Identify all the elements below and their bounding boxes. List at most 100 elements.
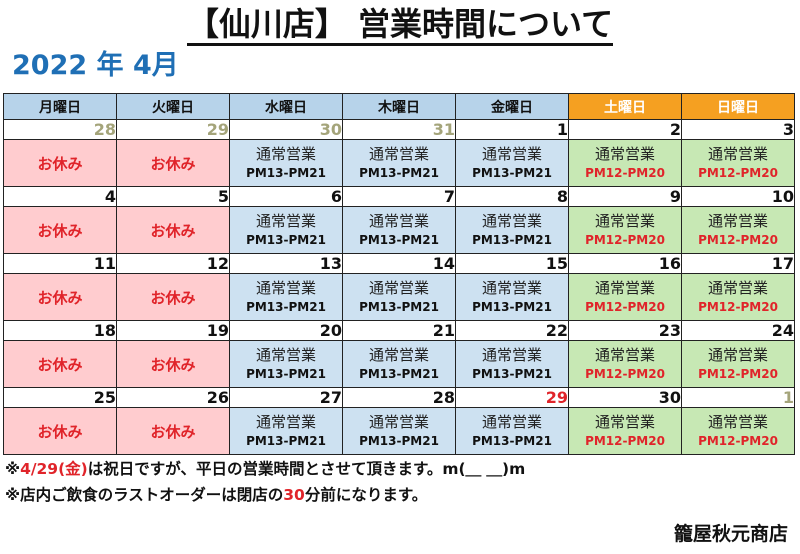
regular-label: 通常営業 [481,145,542,163]
hours-label: PM13-PM21 [472,367,552,381]
day-number: 16 [568,253,682,274]
weekday-open-cell: 通常営業 PM13-PM21 [229,340,343,388]
day-number: 11 [3,253,117,274]
closed-cell: お休み [3,139,117,187]
day-number: 17 [681,253,795,274]
status-row: お休み お休み 通常営業 PM13-PM21 通常営業 PM13-PM21 通常営業 PM13… [3,407,795,455]
closed-label: お休み [150,288,196,307]
hours-label: PM12-PM20 [585,367,665,381]
weekday-open-cell: 通常営業 PM13-PM21 [342,273,456,321]
status-row: お休み お休み 通常営業 PM13-PM21 通常営業 PM13-PM21 通常営業 PM13… [3,273,795,321]
weekday-open-cell: 通常営業 PM13-PM21 [455,273,569,321]
hours-label: PM13-PM21 [472,233,552,247]
weekday-open-cell: 通常営業 PM13-PM21 [455,206,569,254]
hours-label: PM12-PM20 [698,233,778,247]
day-number: 15 [455,253,569,274]
weekend-open-cell: 通常営業 PM12-PM20 [568,139,682,187]
day-number: 7 [342,186,456,207]
hours-label: PM13-PM21 [359,367,439,381]
hours-label: PM12-PM20 [585,233,665,247]
weekend-open-cell: 通常営業 PM12-PM20 [681,407,795,455]
note-prefix: ※ [5,460,21,478]
day-number: 30 [229,119,343,140]
regular-label: 通常営業 [481,212,542,230]
day-number: 1 [681,387,795,408]
weekday-open-cell: 通常営業 PM13-PM21 [342,340,456,388]
regular-label: 通常営業 [481,279,542,297]
regular-label: 通常営業 [368,346,429,364]
hours-label: PM13-PM21 [246,166,326,180]
closed-cell: お休み [116,407,230,455]
hours-label: PM13-PM21 [472,300,552,314]
regular-label: 通常営業 [255,279,316,297]
weekday-open-cell: 通常営業 PM13-PM21 [229,407,343,455]
day-number: 29 [455,387,569,408]
hours-label: PM12-PM20 [698,166,778,180]
day-number: 23 [568,320,682,341]
weekend-open-cell: 通常営業 PM12-PM20 [568,407,682,455]
holiday-note: ※4/29(金)は祝日ですが、平日の営業時間とさせて頂きます。m(＿ ＿)m [5,458,525,480]
weekday-open-cell: 通常営業 PM13-PM21 [342,407,456,455]
hours-label: PM13-PM21 [359,434,439,448]
hours-label: PM13-PM21 [359,300,439,314]
day-number: 28 [3,119,117,140]
closed-cell: お休み [116,206,230,254]
day-number: 6 [229,186,343,207]
note-holiday-date: 4/29(金) [20,460,88,478]
weekday-open-cell: 通常営業 PM13-PM21 [455,340,569,388]
day-number: 18 [3,320,117,341]
hours-label: PM12-PM20 [698,434,778,448]
weekday-header: 木曜日 [342,93,456,120]
closed-cell: お休み [3,340,117,388]
regular-label: 通常営業 [707,279,768,297]
hours-label: PM13-PM21 [246,233,326,247]
date-row: 25 26 27 28 29 30 1 [3,387,795,408]
day-number: 8 [455,186,569,207]
day-number: 26 [116,387,230,408]
regular-label: 通常営業 [594,212,655,230]
regular-label: 通常営業 [594,279,655,297]
regular-label: 通常営業 [594,413,655,431]
status-row: お休み お休み 通常営業 PM13-PM21 通常営業 PM13-PM21 通常営業 PM13… [3,206,795,254]
weekday-header: 水曜日 [229,93,343,120]
weekend-open-cell: 通常営業 PM12-PM20 [568,273,682,321]
weekday-open-cell: 通常営業 PM13-PM21 [229,139,343,187]
regular-label: 通常営業 [707,346,768,364]
closed-cell: お休み [3,206,117,254]
day-number: 2 [568,119,682,140]
hours-label: PM12-PM20 [585,300,665,314]
regular-label: 通常営業 [481,346,542,364]
day-number: 30 [568,387,682,408]
weekday-header: 土曜日 [568,93,682,120]
day-number: 9 [568,186,682,207]
closed-label: お休み [37,154,83,173]
day-number: 1 [455,119,569,140]
hours-label: PM13-PM21 [246,300,326,314]
closed-cell: お休み [116,340,230,388]
weekend-open-cell: 通常営業 PM12-PM20 [681,273,795,321]
closed-label: お休み [150,154,196,173]
regular-label: 通常営業 [707,145,768,163]
hours-label: PM13-PM21 [472,434,552,448]
day-number: 31 [342,119,456,140]
weekend-open-cell: 通常営業 PM12-PM20 [568,206,682,254]
regular-label: 通常営業 [368,279,429,297]
regular-label: 通常営業 [594,346,655,364]
weekday-open-cell: 通常営業 PM13-PM21 [229,206,343,254]
month-label: 2022 年 4月 [12,50,179,81]
weekday-open-cell: 通常営業 PM13-PM21 [342,139,456,187]
date-row: 28 29 30 31 1 2 3 [3,119,795,140]
hours-label: PM12-PM20 [698,367,778,381]
date-row: 11 12 13 14 15 16 17 [3,253,795,274]
day-number: 14 [342,253,456,274]
closed-label: お休み [150,221,196,240]
date-row: 4 5 6 7 8 9 10 [3,186,795,207]
hours-label: PM12-PM20 [698,300,778,314]
day-number: 29 [116,119,230,140]
status-row: お休み お休み 通常営業 PM13-PM21 通常営業 PM13-PM21 通常営業 PM13… [3,139,795,187]
day-number: 19 [116,320,230,341]
weekday-open-cell: 通常営業 PM13-PM21 [229,273,343,321]
day-number: 27 [229,387,343,408]
day-number: 28 [342,387,456,408]
regular-label: 通常営業 [707,212,768,230]
